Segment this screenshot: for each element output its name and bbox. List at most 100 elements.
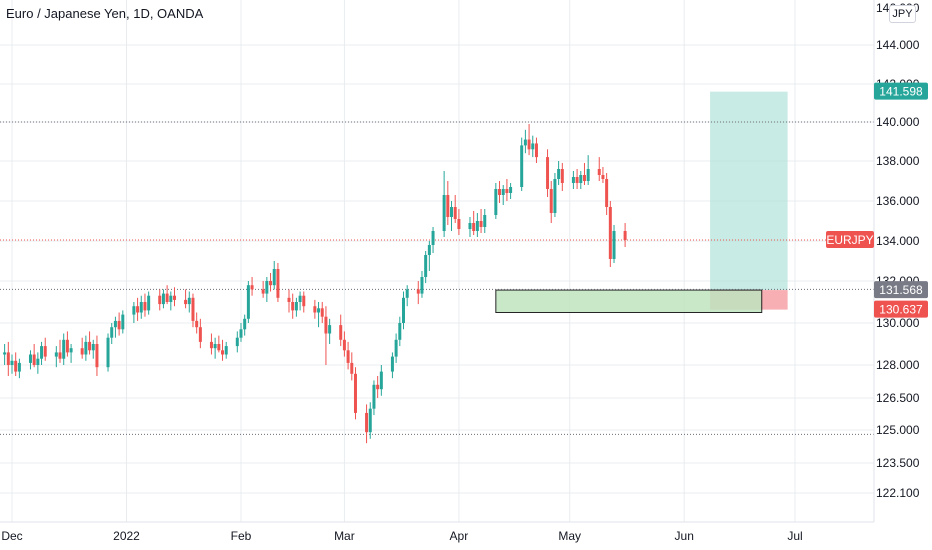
candle-body [582, 175, 586, 181]
candle-body [235, 337, 239, 347]
candle-body [117, 320, 121, 330]
candle-body [560, 169, 564, 183]
candle-body [265, 281, 269, 294]
candle-body [350, 362, 354, 374]
candle-body [28, 354, 32, 363]
candle-body [501, 189, 505, 195]
candle-body [376, 384, 380, 390]
candle-body [553, 179, 557, 213]
price-tag [874, 82, 928, 100]
candle-body [272, 269, 276, 286]
candle-body [209, 341, 213, 349]
candle-body [91, 344, 95, 351]
candle-body [17, 362, 21, 372]
candle-body [405, 289, 409, 298]
x-tick-label: Jul [787, 529, 802, 543]
candle-body [80, 348, 84, 355]
candle-body [136, 306, 140, 313]
candle-body [143, 302, 147, 311]
candle-body [453, 207, 457, 219]
candle-body [446, 195, 450, 217]
y-tick-label: 122.100 [876, 486, 920, 500]
currency-button-label: JPY [892, 8, 913, 20]
candle-body [294, 302, 298, 311]
entry-zone [495, 289, 763, 313]
chart-title: Euro / Japanese Yen, 1D, OANDA [6, 6, 204, 21]
candle-body [520, 145, 524, 187]
candle-body [173, 295, 177, 300]
price-tag-label: 141.598 [879, 85, 923, 99]
candle-body [10, 360, 14, 365]
candle-body [184, 299, 188, 305]
candle-body [372, 384, 376, 409]
candle-body [457, 219, 461, 229]
candle-body [317, 308, 321, 313]
candle-body [88, 341, 92, 351]
candle-body [6, 352, 10, 365]
y-tick-label: 126.500 [876, 391, 920, 405]
price-tag-label: 131.568 [879, 283, 923, 297]
candle-body [379, 371, 383, 390]
x-tick-label: Feb [231, 529, 252, 543]
candle-body [158, 295, 162, 305]
candle-body [113, 320, 117, 328]
candle-body [431, 231, 435, 245]
y-tick-label: 125.000 [876, 423, 920, 437]
candle-body [398, 323, 402, 340]
candle-body [523, 139, 527, 146]
candle-body [402, 297, 405, 323]
candle-body [302, 295, 306, 307]
candle-body [328, 325, 332, 334]
candle-body [169, 295, 173, 302]
candle-body [534, 143, 538, 158]
candle-body [531, 143, 535, 150]
candle-body [132, 306, 136, 315]
symbol-tag-label: EURJPY [826, 233, 873, 247]
price-tag-label: 130.637 [879, 303, 923, 317]
candle-body [110, 327, 114, 338]
candle-body [221, 350, 225, 355]
candle-body [527, 139, 531, 150]
candle-body [3, 352, 7, 355]
target-zone [710, 91, 788, 291]
y-tick-label: 136.000 [876, 194, 920, 208]
candle-body [346, 350, 350, 363]
candle-body [121, 314, 125, 330]
candle-body [368, 408, 372, 433]
candle-body [261, 289, 265, 294]
candle-body [43, 346, 47, 357]
candle-body [549, 189, 553, 213]
candle-body [339, 325, 343, 340]
candle-body [69, 348, 73, 353]
candle-body [161, 293, 165, 305]
x-tick-label: Jun [675, 529, 694, 543]
candle-body [243, 318, 247, 330]
candle-body [147, 295, 151, 311]
price-tag [874, 281, 928, 299]
candle-body [62, 339, 66, 359]
candle-body [195, 320, 199, 328]
candle-body [187, 297, 191, 305]
candle-body [475, 221, 479, 231]
candle-body [32, 354, 36, 365]
y-tick-label: 128.000 [876, 358, 920, 372]
candle-body [605, 179, 609, 207]
candle-body [498, 189, 502, 195]
candle-body [65, 339, 69, 353]
currency-button[interactable]: JPY [889, 5, 916, 23]
candles [3, 123, 627, 444]
candle-body [353, 373, 357, 413]
y-tick-label: 140.000 [876, 115, 920, 129]
candle-body [139, 302, 143, 313]
y-tick-label: 134.000 [876, 234, 920, 248]
candle-body [575, 177, 579, 183]
candle-body [450, 207, 454, 217]
position-zones [495, 91, 788, 313]
candle-body [217, 344, 221, 351]
candle-body [191, 297, 195, 321]
candle-body [505, 189, 509, 193]
candle-body [106, 337, 110, 368]
candle-body [250, 285, 254, 290]
